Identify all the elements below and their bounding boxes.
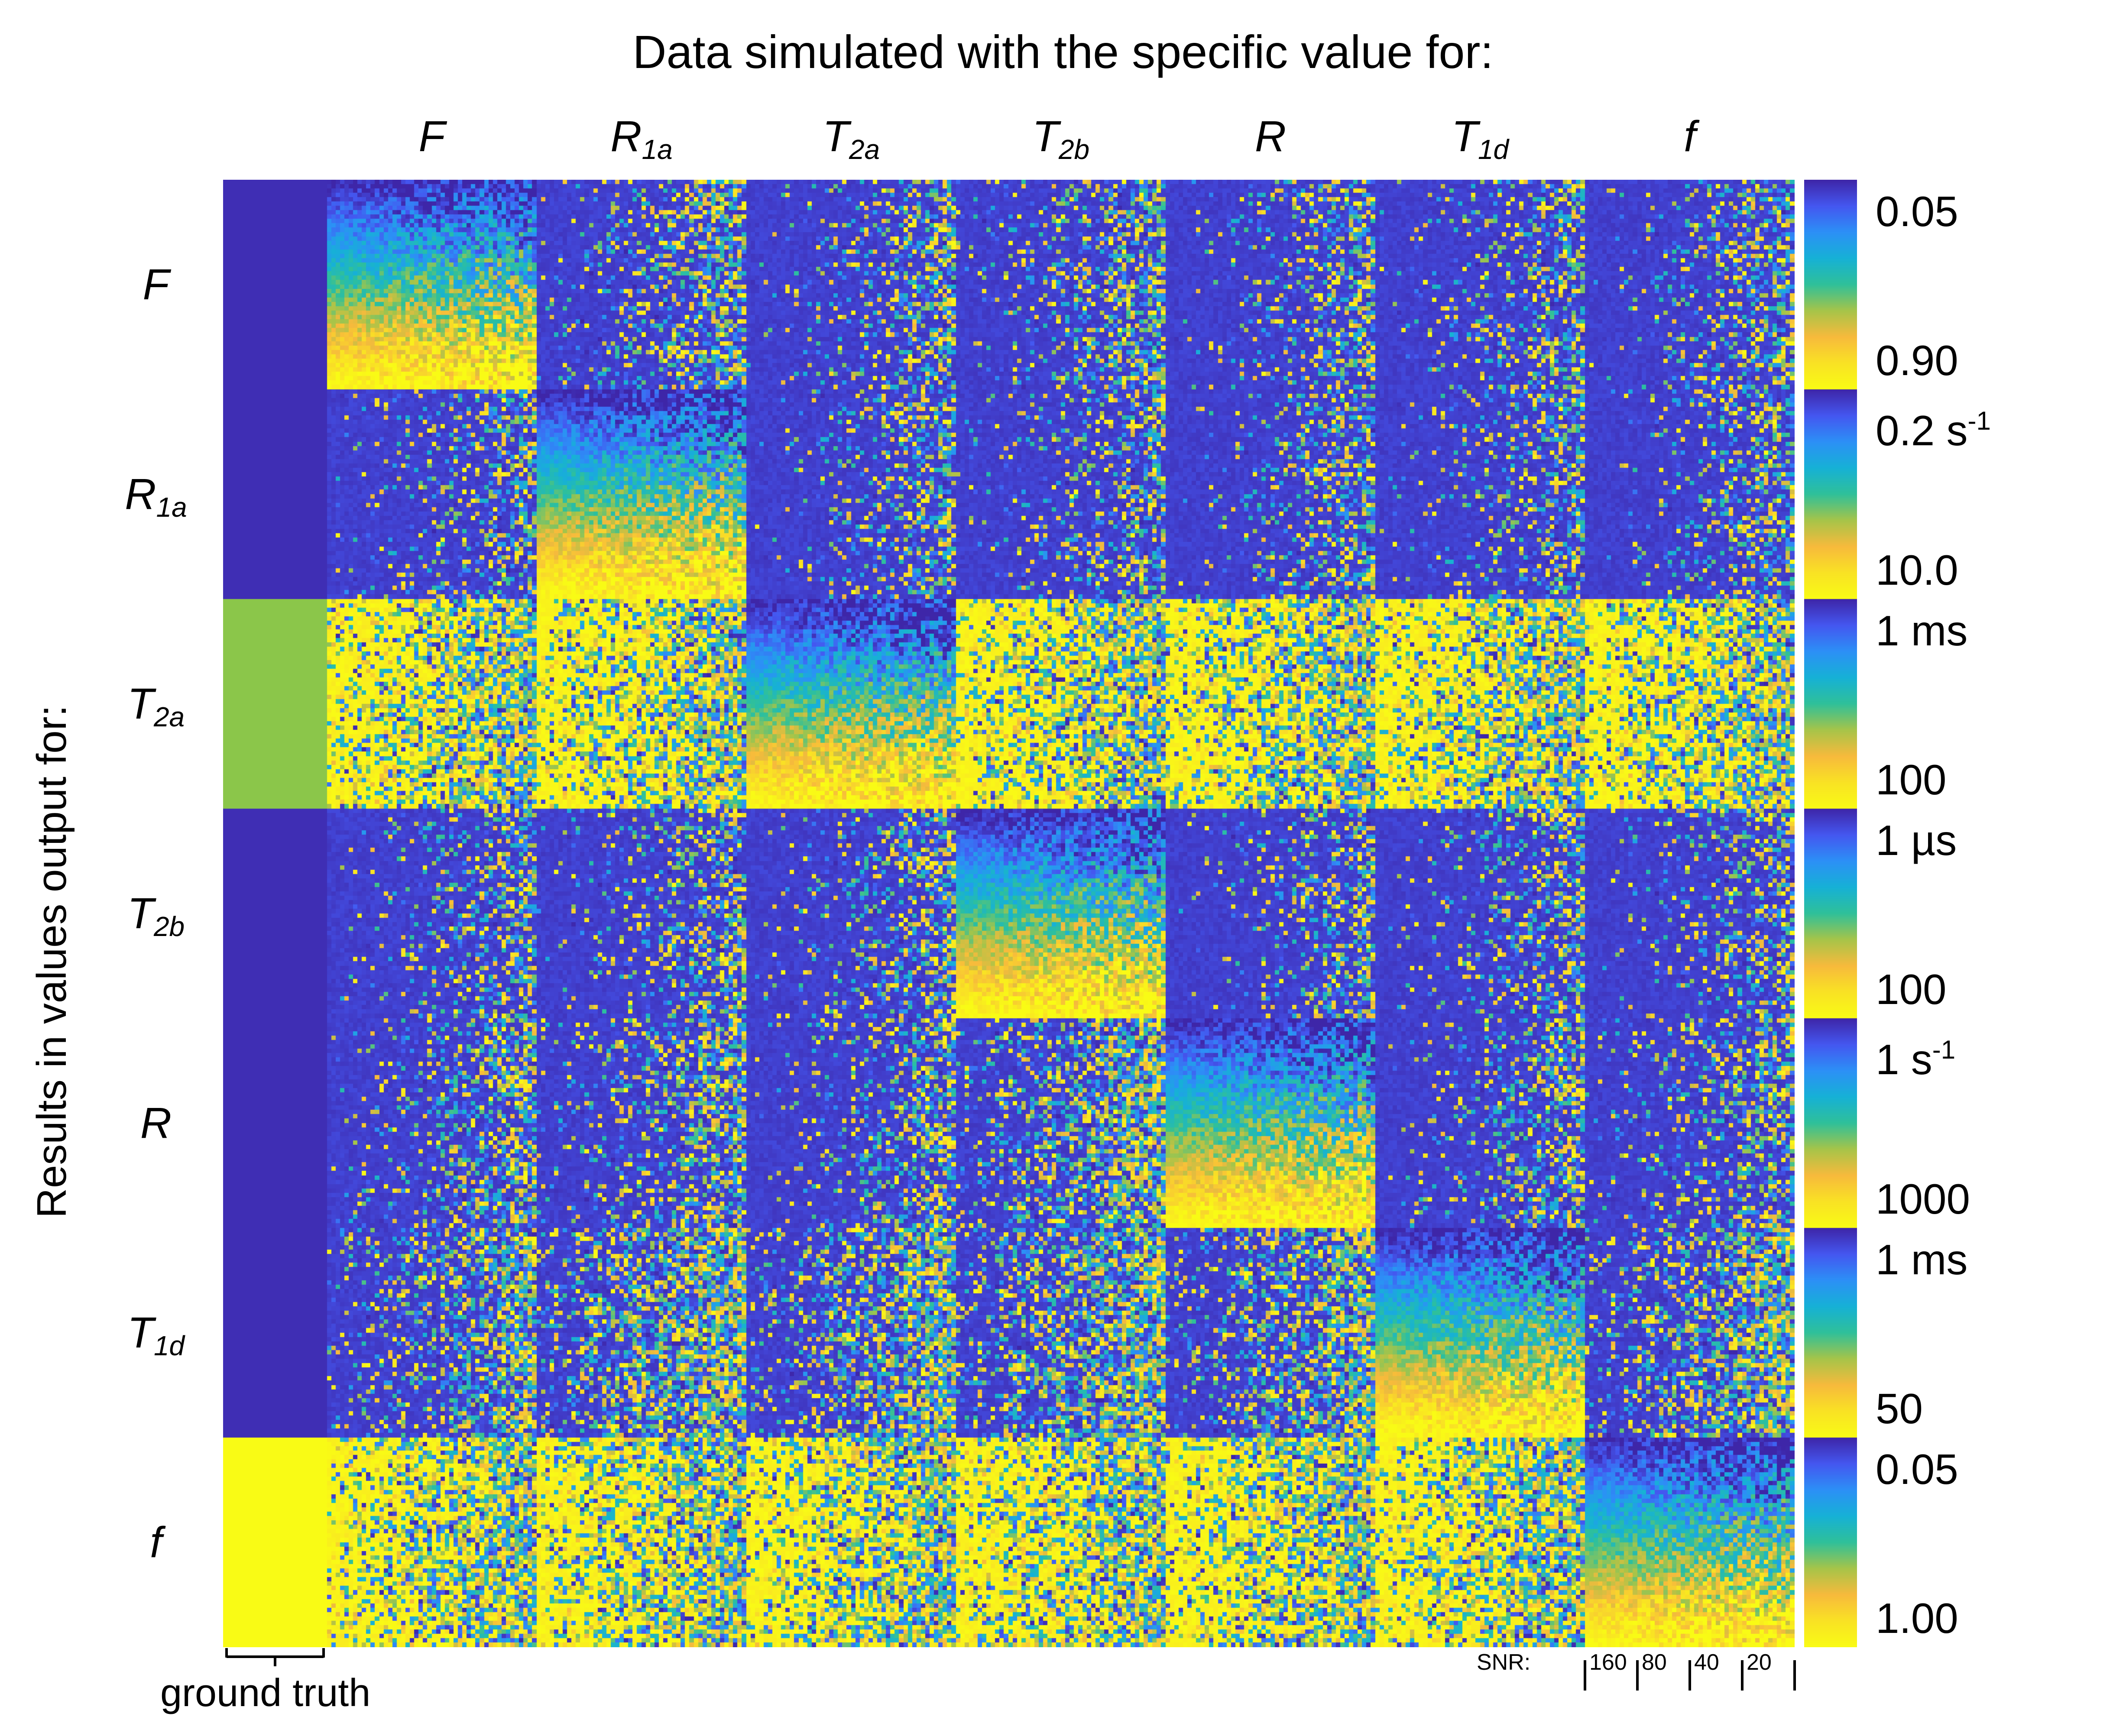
column-label-subscript: 2b	[1058, 133, 1090, 165]
column-label-main: T	[1032, 112, 1059, 161]
row-label-R1a: R1a	[91, 468, 221, 533]
column-label-T2b: T2b	[956, 110, 1166, 175]
row-label-main: T	[127, 1308, 154, 1357]
colorbar-top-label-T2a: 1 ms	[1876, 607, 1967, 654]
column-label-main: T	[822, 112, 849, 161]
colorbar-bottom-label-f: 1.00	[1876, 1594, 1958, 1642]
row-label-T1d: T1d	[91, 1307, 221, 1372]
column-label-main: T	[1451, 112, 1478, 161]
row-label-main: R	[125, 470, 156, 518]
heatmap-cells	[223, 180, 1795, 1647]
colorbar-top-label-T1d: 1 ms	[1876, 1236, 1967, 1283]
colorbar-bottom-label-F: 0.90	[1876, 337, 1958, 384]
colorbar-bottom-label-T2b: 100	[1876, 965, 1947, 1013]
row-label-T2a: T2a	[91, 678, 221, 743]
colorbar-top-value: 0.05	[1876, 188, 1958, 235]
row-label-subscript: 1a	[156, 491, 187, 523]
colorbar-top-value: 1 ms	[1876, 1236, 1968, 1283]
colorbars	[1804, 180, 1857, 1647]
snr-level: 20	[1747, 1650, 1772, 1675]
column-label-subscript: 1d	[1478, 133, 1509, 165]
row-label-main: f	[150, 1518, 162, 1567]
column-label-F: F	[327, 110, 537, 162]
column-label-main: R	[610, 112, 642, 161]
row-label-main: F	[143, 260, 169, 309]
row-label-f: f	[91, 1516, 221, 1568]
row-label-R: R	[91, 1097, 221, 1149]
snr-level: 160	[1589, 1650, 1627, 1675]
row-label-subscript: 1d	[153, 1330, 185, 1361]
column-label-T2a: T2a	[746, 110, 956, 175]
ground-truth-label: ground truth	[160, 1671, 371, 1715]
colorbar-top-value: 0.05	[1876, 1445, 1958, 1493]
snr-level: 40	[1694, 1650, 1719, 1675]
column-label-main: R	[1254, 112, 1287, 161]
row-label-subscript: 2b	[153, 910, 185, 942]
row-label-main: T	[127, 889, 154, 938]
row-label-subscript: 2a	[153, 701, 185, 732]
colorbar-top-value: 1 ms	[1876, 607, 1968, 654]
colorbar-top-label-f: 0.05	[1876, 1445, 1958, 1493]
row-label-F: F	[91, 259, 221, 311]
column-label-subscript: 2a	[849, 133, 880, 165]
colorbar-top-value: 1 s	[1876, 1036, 1932, 1083]
row-label-T2b: T2b	[91, 887, 221, 952]
column-label-R: R	[1166, 110, 1375, 162]
row-label-main: T	[127, 680, 154, 728]
column-label-subscript: 1a	[642, 133, 673, 165]
column-label-R1a: R1a	[537, 110, 746, 175]
colorbar-top-exponent: -1	[1932, 1035, 1956, 1064]
colorbar-bottom-label-T2a: 100	[1876, 756, 1947, 803]
colorbar-top-label-T2b: 1 µs	[1876, 816, 1957, 864]
snr-title: SNR:	[1477, 1650, 1531, 1675]
column-label-main: F	[418, 112, 445, 161]
colorbar-top-label-R1a: 0.2 s-1	[1876, 397, 1991, 454]
colorbar-bottom-label-R: 1000	[1876, 1175, 1970, 1223]
column-label-T1d: T1d	[1375, 110, 1585, 175]
column-label-main: f	[1684, 112, 1696, 161]
colorbar-top-value: 1 µs	[1876, 816, 1957, 864]
snr-level: 80	[1642, 1650, 1667, 1675]
colorbar-bottom-label-T1d: 50	[1876, 1385, 1923, 1432]
colorbar-top-label-F: 0.05	[1876, 188, 1958, 235]
colorbar-top-exponent: -1	[1967, 406, 1991, 435]
column-label-f: f	[1585, 110, 1795, 162]
chart-title: Data simulated with the specific value f…	[632, 26, 1494, 78]
colorbar-top-value: 0.2 s	[1876, 407, 1968, 454]
row-label-main: R	[140, 1099, 172, 1147]
colorbar-bottom-label-R1a: 10.0	[1876, 546, 1958, 594]
colorbar-top-label-R: 1 s-1	[1876, 1026, 1955, 1083]
